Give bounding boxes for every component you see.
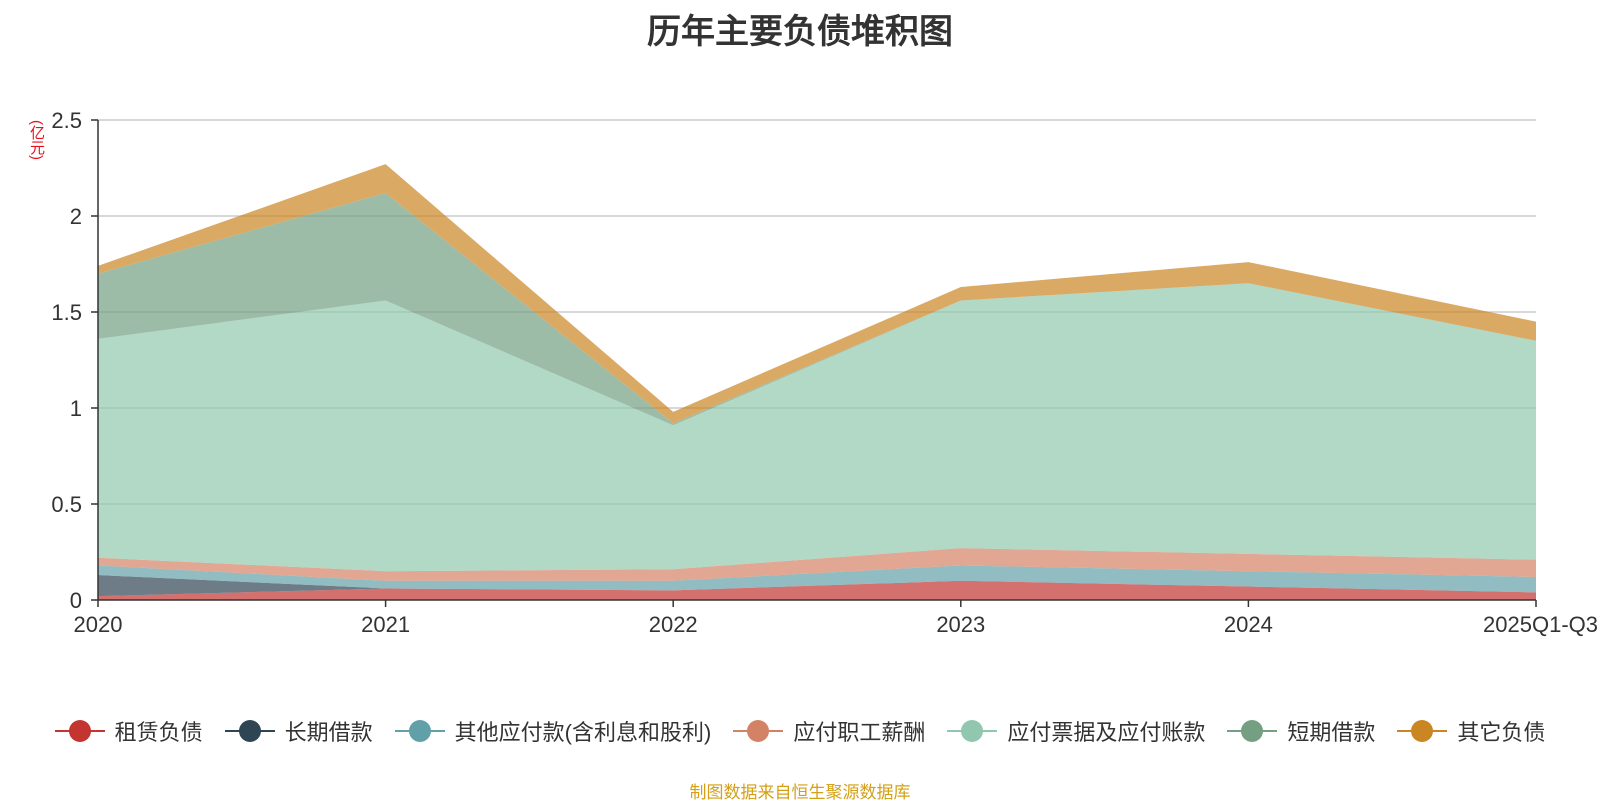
x-tick-label: 2023 bbox=[936, 612, 985, 637]
area-layer bbox=[98, 164, 1536, 600]
legend: 租赁负债 长期借款 其他应付款(含利息和股利) 应付职工薪酬 应付票据及应付账款 短期借款… bbox=[0, 715, 1600, 747]
legend-label: 应付票据及应付账款 bbox=[1007, 720, 1206, 745]
legend-label: 应付职工薪酬 bbox=[793, 720, 926, 745]
area-series-租赁负债 bbox=[98, 580, 1536, 600]
legend-marker-icon bbox=[54, 719, 105, 743]
x-tick-label: 2024 bbox=[1224, 612, 1273, 637]
x-tick-label: 2020 bbox=[74, 612, 123, 637]
legend-label: 其它负债 bbox=[1457, 720, 1546, 745]
legend-item[interactable]: 其它负债 bbox=[1397, 715, 1545, 747]
legend-item[interactable]: 长期借款 bbox=[224, 715, 373, 747]
legend-marker-icon bbox=[394, 719, 445, 743]
legend-marker-icon bbox=[1397, 719, 1448, 743]
area-series-其他应付款(含利息和股利) bbox=[98, 565, 1536, 593]
y-axis-label: (亿元) bbox=[28, 120, 45, 160]
source-note: 制图数据来自恒生聚源数据库 bbox=[689, 783, 911, 802]
legend-label: 租赁负债 bbox=[114, 720, 203, 745]
legend-label: 其他应付款(含利息和股利) bbox=[454, 720, 712, 745]
x-tick-label: 2021 bbox=[361, 612, 410, 637]
area-series-应付职工薪酬 bbox=[98, 548, 1536, 581]
y-tick-label: 0 bbox=[70, 588, 82, 613]
area-series-应付票据及应付账款 bbox=[98, 283, 1536, 572]
x-tick-label: 2025Q1-Q3 bbox=[1483, 612, 1598, 637]
axis-layer: 0 0.5 1 1.5 2 2.5 2020 2021 2022 2023 2024 2025Q1-Q… bbox=[51, 108, 1598, 637]
legend-item[interactable]: 应付票据及应付账款 bbox=[947, 715, 1205, 747]
legend-label: 长期借款 bbox=[284, 720, 373, 745]
y-tick-label: 2.5 bbox=[51, 108, 82, 133]
chart-title: 历年主要负债堆积图 bbox=[647, 13, 953, 51]
x-tick-label: 2022 bbox=[649, 612, 698, 637]
y-tick-label: 0.5 bbox=[51, 492, 82, 517]
y-tick-label: 1.5 bbox=[51, 300, 82, 325]
y-tick-label: 2 bbox=[70, 204, 82, 229]
area-series-短期借款 bbox=[98, 192, 1536, 426]
legend-marker-icon bbox=[733, 719, 784, 743]
legend-item[interactable]: 租赁负债 bbox=[54, 715, 203, 747]
legend-item[interactable]: 应付职工薪酬 bbox=[733, 715, 925, 747]
area-series-其它负债 bbox=[98, 164, 1536, 424]
y-tick-label: 1 bbox=[70, 396, 82, 421]
legend-item[interactable]: 短期借款 bbox=[1227, 715, 1375, 747]
legend-marker-icon bbox=[947, 719, 998, 743]
legend-marker-icon bbox=[1227, 719, 1278, 743]
legend-item[interactable]: 其他应付款(含利息和股利) bbox=[394, 715, 712, 747]
chart-plot: 0 0.5 1 1.5 2 2.5 2020 2021 2022 2023 2024 2025Q1-Q… bbox=[51, 108, 1598, 637]
legend-marker-icon bbox=[224, 719, 275, 743]
legend-label: 短期借款 bbox=[1287, 720, 1376, 745]
